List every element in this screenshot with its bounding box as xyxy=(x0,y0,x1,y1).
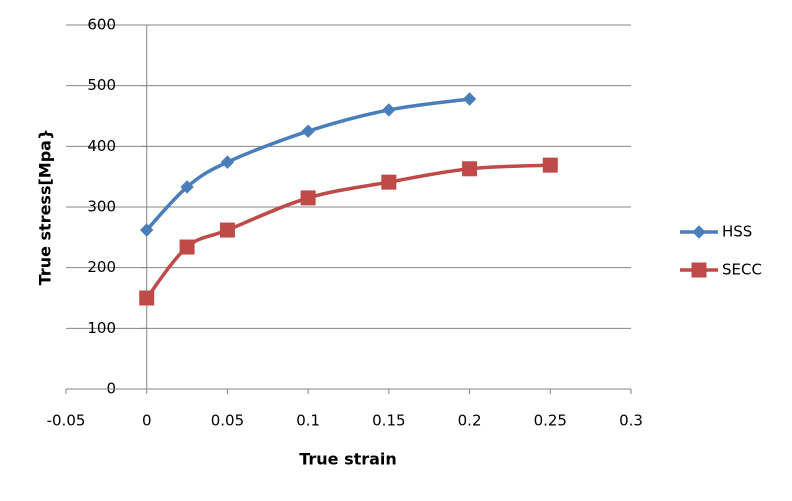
marker xyxy=(180,180,194,194)
y-tick-label: 600 xyxy=(87,16,116,34)
marker xyxy=(462,161,478,177)
marker xyxy=(300,190,316,206)
marker xyxy=(219,222,235,238)
x-tick-label: 0 xyxy=(142,412,152,430)
y-axis-title: True stress[Mpa} xyxy=(36,129,55,286)
marker xyxy=(381,174,397,190)
marker xyxy=(179,239,195,255)
series-line xyxy=(145,97,470,232)
marker xyxy=(462,92,477,106)
marker xyxy=(382,103,396,117)
y-tick-label: 200 xyxy=(87,258,116,276)
y-tick-label: 400 xyxy=(87,137,116,155)
legend-marker xyxy=(692,225,706,239)
x-axis-title: True strain xyxy=(299,450,397,469)
x-tick-label: 0.25 xyxy=(534,412,567,430)
x-tick-label: 0.1 xyxy=(296,412,320,430)
marker xyxy=(220,155,235,169)
legend-label: SECC xyxy=(722,261,762,279)
x-tick-label: 0.2 xyxy=(458,412,482,430)
legend-marker xyxy=(691,262,707,278)
y-tick-label: 500 xyxy=(87,76,116,94)
x-tick-label: 0.3 xyxy=(619,412,643,430)
legend-label: HSS xyxy=(722,223,752,241)
series-line xyxy=(145,163,551,300)
x-tick-label: 0.05 xyxy=(211,412,244,430)
y-tick-label: 100 xyxy=(87,319,116,337)
marker xyxy=(140,223,154,237)
x-tick-label: 0.15 xyxy=(372,412,405,430)
marker xyxy=(542,157,558,173)
x-tick-label: -0.05 xyxy=(47,412,86,430)
marker xyxy=(139,290,155,306)
y-tick-label: 300 xyxy=(87,198,116,216)
marker xyxy=(301,124,315,138)
